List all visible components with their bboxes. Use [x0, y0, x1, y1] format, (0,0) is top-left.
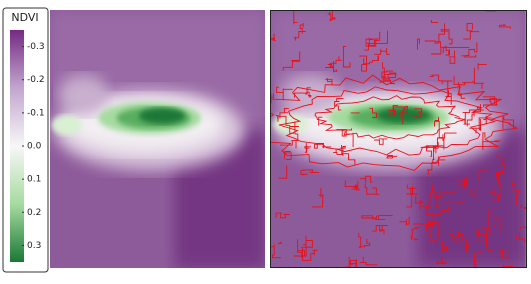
- tick-label: 0.0: [27, 142, 42, 152]
- legend-title: NDVI: [11, 11, 38, 24]
- tick-label: 0.1: [27, 175, 41, 185]
- segmented-image: [258, 1, 531, 280]
- tick-label: -0.3: [27, 42, 45, 52]
- tick-label: 0.3: [27, 241, 41, 251]
- tick-label: 0.2: [27, 208, 41, 218]
- colorbar: [10, 30, 24, 262]
- ndvi-image: [50, 10, 266, 270]
- tick-label: -0.2: [27, 75, 45, 85]
- tick-label: -0.1: [27, 108, 45, 118]
- segment-boundary: [487, 1, 498, 11]
